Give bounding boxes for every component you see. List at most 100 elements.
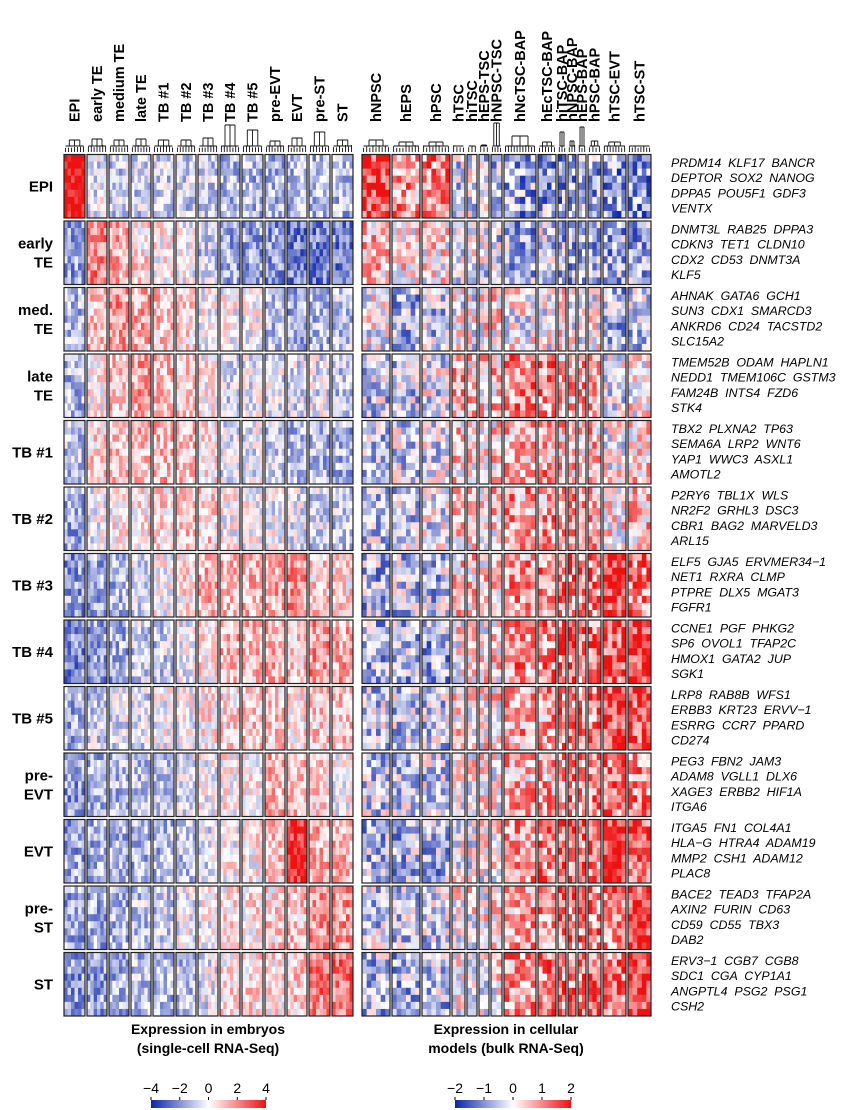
embryo-heatmap-cell — [167, 448, 171, 457]
embryo-heatmap-cell — [290, 403, 294, 411]
embryo-block-border — [264, 153, 286, 219]
embryo-heatmap-cell — [176, 522, 180, 530]
embryo-heatmap-cell — [163, 196, 168, 205]
embryo-heatmap-cell — [271, 469, 276, 478]
embryo-heatmap-cell — [319, 389, 324, 397]
embryo-heatmap-cell — [201, 329, 205, 338]
embryo-heatmap-cell — [208, 574, 212, 583]
embryo-heatmap-cell — [309, 382, 313, 390]
embryo-heatmap-cell — [342, 256, 347, 264]
embryo-heatmap-cell — [300, 508, 304, 516]
embryo-heatmap-cell — [214, 574, 219, 583]
embryo-heatmap-cell — [223, 368, 227, 376]
embryo-heatmap-cell — [230, 455, 234, 464]
embryo-heatmap-cell — [182, 277, 187, 285]
embryo-heatmap-cell — [160, 221, 164, 229]
embryo-heatmap-cell — [349, 256, 354, 264]
embryo-heatmap-cell — [90, 315, 94, 324]
embryo-heatmap-cell — [179, 567, 183, 575]
embryo-heatmap-cell — [342, 529, 347, 537]
embryo-heatmap-cell — [93, 315, 98, 324]
embryo-heatmap-cell — [198, 221, 202, 229]
embryo-heatmap-cell — [214, 427, 219, 435]
embryo-heatmap-cell — [90, 567, 94, 575]
embryo-heatmap-cell — [160, 336, 164, 345]
embryo-heatmap-cell — [242, 602, 246, 611]
embryo-heatmap-cell — [179, 361, 183, 369]
embryo-heatmap-cell — [297, 375, 301, 383]
embryo-heatmap-cell — [332, 396, 336, 404]
embryo-heatmap-cell — [64, 602, 68, 611]
embryo-heatmap-cell — [97, 277, 101, 285]
embryo-heatmap-cell — [319, 420, 324, 428]
embryo-heatmap-cell — [100, 301, 104, 309]
embryo-heatmap-cell — [242, 263, 246, 271]
embryo-heatmap-cell — [275, 494, 279, 502]
embryo-heatmap-cell — [74, 595, 79, 604]
embryo-heatmap-cell — [176, 441, 180, 450]
embryo-heatmap-cell — [186, 403, 190, 411]
embryo-heatmap-cell — [242, 182, 246, 191]
embryo-heatmap-cell — [71, 322, 75, 331]
embryo-heatmap-cell — [170, 277, 175, 285]
embryo-heatmap-cell — [316, 595, 320, 604]
embryo-heatmap-cell — [119, 494, 123, 502]
embryo-heatmap-cell — [100, 329, 104, 338]
embryo-heatmap-cell — [97, 420, 101, 428]
embryo-heatmap-cell — [71, 249, 75, 257]
embryo-heatmap-cell — [141, 581, 145, 590]
embryo-heatmap-cell — [230, 602, 234, 611]
embryo-heatmap-cell — [167, 574, 171, 583]
embryo-heatmap-cell — [122, 322, 126, 331]
embryo-heatmap-cell — [112, 154, 116, 162]
embryo-heatmap-cell — [208, 410, 212, 418]
embryo-heatmap-cell — [97, 410, 101, 418]
embryo-heatmap-cell — [323, 161, 327, 169]
embryo-heatmap-cell — [179, 354, 183, 362]
embryo-heatmap-cell — [182, 529, 187, 537]
embryo-heatmap-cell — [290, 322, 294, 331]
embryo-heatmap-cell — [335, 221, 340, 229]
embryo-heatmap-cell — [211, 455, 215, 464]
embryo-heatmap-cell — [81, 242, 86, 250]
embryo-heatmap-cell — [268, 427, 272, 435]
embryo-heatmap-cell — [176, 221, 180, 229]
embryo-heatmap-cell — [332, 522, 336, 530]
embryo-heatmap-cell — [256, 567, 260, 575]
embryo-heatmap-cell — [204, 448, 209, 457]
embryo-heatmap-cell — [233, 553, 237, 561]
embryo-heatmap-cell — [278, 301, 282, 309]
embryo-heatmap-cell — [230, 515, 234, 523]
embryo-heatmap-cell — [119, 301, 123, 309]
embryo-heatmap-cell — [271, 277, 276, 285]
embryo-heatmap-cell — [249, 476, 253, 485]
embryo-heatmap-cell — [156, 287, 161, 295]
embryo-heatmap-cell — [90, 543, 94, 551]
embryo-heatmap-cell — [192, 553, 197, 561]
embryo-heatmap-cell — [81, 228, 86, 236]
embryo-heatmap-cell — [131, 609, 135, 618]
embryo-heatmap-cell — [226, 448, 231, 457]
embryo-heatmap-cell — [223, 336, 227, 345]
embryo-heatmap-cell — [170, 434, 175, 442]
embryo-heatmap-cell — [214, 441, 219, 450]
embryo-heatmap-cell — [153, 567, 157, 575]
embryo-heatmap-cell — [346, 168, 350, 176]
embryo-heatmap-cell — [309, 354, 313, 362]
embryo-heatmap-cell — [153, 361, 157, 369]
embryo-heatmap-cell — [223, 501, 227, 509]
embryo-heatmap-cell — [349, 210, 354, 219]
embryo-heatmap-cell — [226, 501, 231, 509]
embryo-heatmap-cell — [137, 501, 142, 509]
embryo-heatmap-cell — [245, 329, 250, 338]
embryo-heatmap-cell — [115, 574, 120, 583]
embryo-heatmap-cell — [339, 196, 343, 205]
embryo-heatmap-cell — [287, 448, 291, 457]
embryo-heatmap-cell — [265, 154, 269, 162]
embryo-heatmap-cell — [326, 609, 331, 618]
embryo-heatmap-cell — [119, 382, 123, 390]
embryo-heatmap-cell — [342, 235, 347, 243]
embryo-heatmap-cell — [134, 343, 138, 352]
embryo-heatmap-cell — [346, 441, 350, 450]
embryo-heatmap-cell — [176, 581, 180, 590]
